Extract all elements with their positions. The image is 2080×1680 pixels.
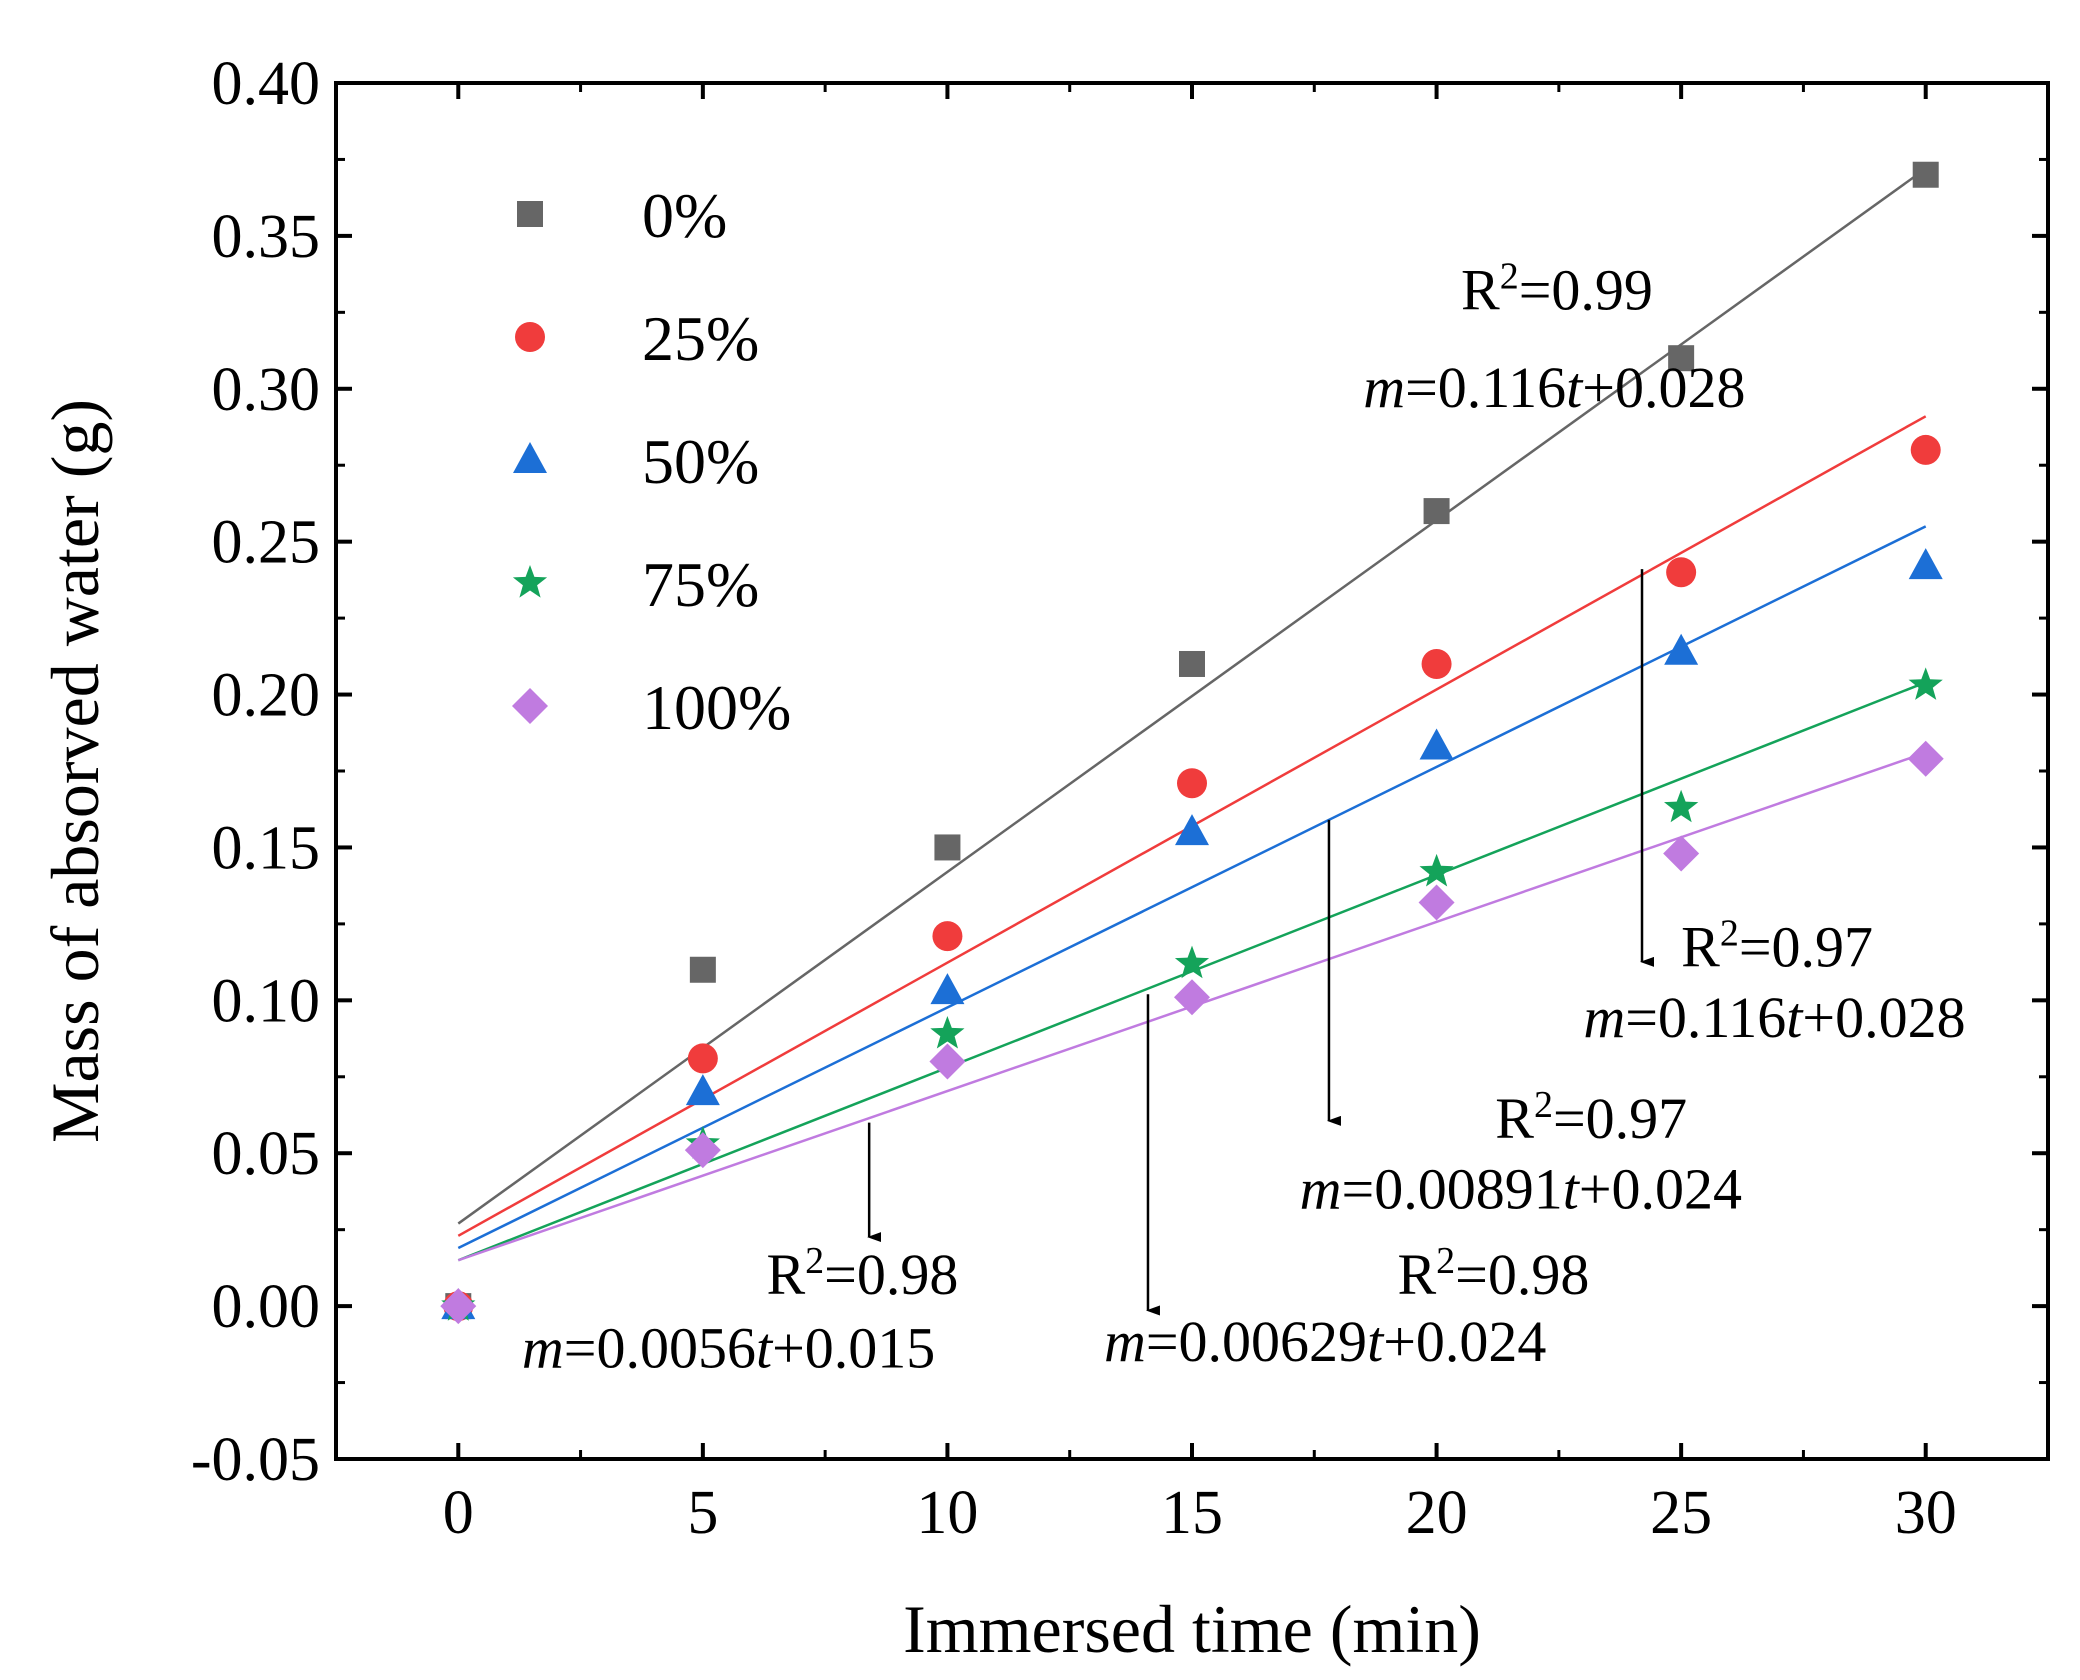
- legend-label-75pct: 75%: [642, 549, 759, 620]
- point-100pct: [1418, 884, 1455, 921]
- y-tick-label: 0.10: [212, 967, 321, 1035]
- x-tick-label: 15: [1161, 1479, 1223, 1547]
- legend: 0% 25% 50% 75% 100%: [512, 180, 791, 743]
- point-0pct: [934, 834, 961, 861]
- annotation-r2-75pct: R2=0.98: [1397, 1240, 1589, 1307]
- point-50pct: [1175, 814, 1209, 846]
- point-50pct: [1419, 728, 1454, 760]
- y-tick-label: 0.25: [212, 509, 321, 577]
- point-50pct: [1664, 633, 1699, 665]
- point-50pct: [1908, 548, 1943, 580]
- annotations: R2=0.99m=0.116t+0.028R2=0.97m=0.116t+0.0…: [522, 255, 1966, 1380]
- legend-marker-0pct: [517, 201, 543, 227]
- legend-marker-75pct: [512, 565, 548, 598]
- point-100pct: [1663, 835, 1700, 872]
- y-tick-label: 0.30: [212, 356, 321, 424]
- point-25pct: [687, 1043, 718, 1074]
- y-tick-label: 0.05: [212, 1120, 321, 1188]
- x-axis-title: Immersed time (min): [903, 1591, 1481, 1667]
- annotation-equation-75pct: m=0.00629t+0.024: [1104, 1309, 1546, 1374]
- y-tick-label: 0.20: [212, 662, 321, 730]
- point-0pct: [1912, 161, 1939, 188]
- x-tick-label: 20: [1406, 1479, 1468, 1547]
- x-tick-label: 30: [1895, 1479, 1957, 1547]
- y-tick-label: 0.00: [212, 1273, 321, 1341]
- point-0pct: [1668, 345, 1695, 372]
- point-75pct: [1908, 667, 1943, 700]
- legend-marker-50pct: [513, 442, 547, 473]
- y-tick-label: 0.15: [212, 814, 321, 882]
- y-tick-label: 0.35: [212, 203, 321, 271]
- x-tick-label: 25: [1650, 1479, 1712, 1547]
- x-tick-label: 10: [916, 1479, 978, 1547]
- point-100pct: [1174, 979, 1210, 1016]
- point-25pct: [1421, 648, 1452, 679]
- x-tick-label: 0: [443, 1479, 474, 1547]
- y-tick-label: -0.05: [191, 1426, 320, 1494]
- point-100pct: [440, 1288, 477, 1325]
- point-0pct: [1423, 498, 1450, 525]
- point-25pct: [932, 921, 963, 952]
- x-tick-label: 5: [687, 1479, 718, 1547]
- data-points: [440, 161, 1944, 1325]
- annotation-r2-25pct: R2=0.97: [1495, 1084, 1687, 1151]
- point-75pct: [1174, 945, 1210, 979]
- point-25pct: [1910, 434, 1941, 465]
- annotation-equation-25pct: m=0.00891t+0.024: [1300, 1156, 1742, 1221]
- legend-marker-100pct: [512, 688, 548, 724]
- point-75pct: [1664, 789, 1699, 823]
- point-75pct: [1419, 853, 1454, 887]
- point-75pct: [930, 1016, 965, 1049]
- point-25pct: [1177, 768, 1207, 799]
- annotation-r2-100pct: R2=0.98: [766, 1240, 958, 1307]
- legend-marker-25pct: [515, 322, 545, 352]
- y-axis: -0.05 0.00 0.05 0.10 0.15 0.20 0.25 0.30 0.35 0.4…: [191, 50, 2048, 1494]
- annotation-equation-0pct: m=0.116t+0.028: [1363, 355, 1745, 420]
- annotation-equation-100pct: m=0.0056t+0.015: [522, 1315, 935, 1380]
- point-0pct: [1179, 650, 1205, 677]
- point-100pct: [929, 1043, 966, 1080]
- legend-label-0pct: 0%: [642, 180, 727, 251]
- y-tick-label: 0.40: [212, 50, 321, 118]
- point-50pct: [930, 973, 965, 1005]
- point-100pct: [1907, 740, 1944, 777]
- annotation-equation-50pct: m=0.116t+0.028: [1583, 985, 1965, 1050]
- legend-label-100pct: 100%: [642, 672, 791, 743]
- point-25pct: [1666, 557, 1697, 588]
- point-50pct: [685, 1074, 720, 1106]
- point-0pct: [689, 956, 716, 983]
- legend-label-25pct: 25%: [642, 303, 759, 374]
- x-axis: 0 5 10 15 20 25 30: [334, 83, 2050, 1547]
- y-axis-title: Mass of absorved water (g): [37, 399, 113, 1143]
- fit-line-50pct: [457, 525, 1927, 1250]
- legend-label-50pct: 50%: [642, 426, 759, 497]
- annotation-r2-0pct: R2=0.99: [1461, 255, 1653, 322]
- annotation-r2-50pct: R2=0.97: [1681, 913, 1873, 980]
- point-100pct: [684, 1132, 721, 1169]
